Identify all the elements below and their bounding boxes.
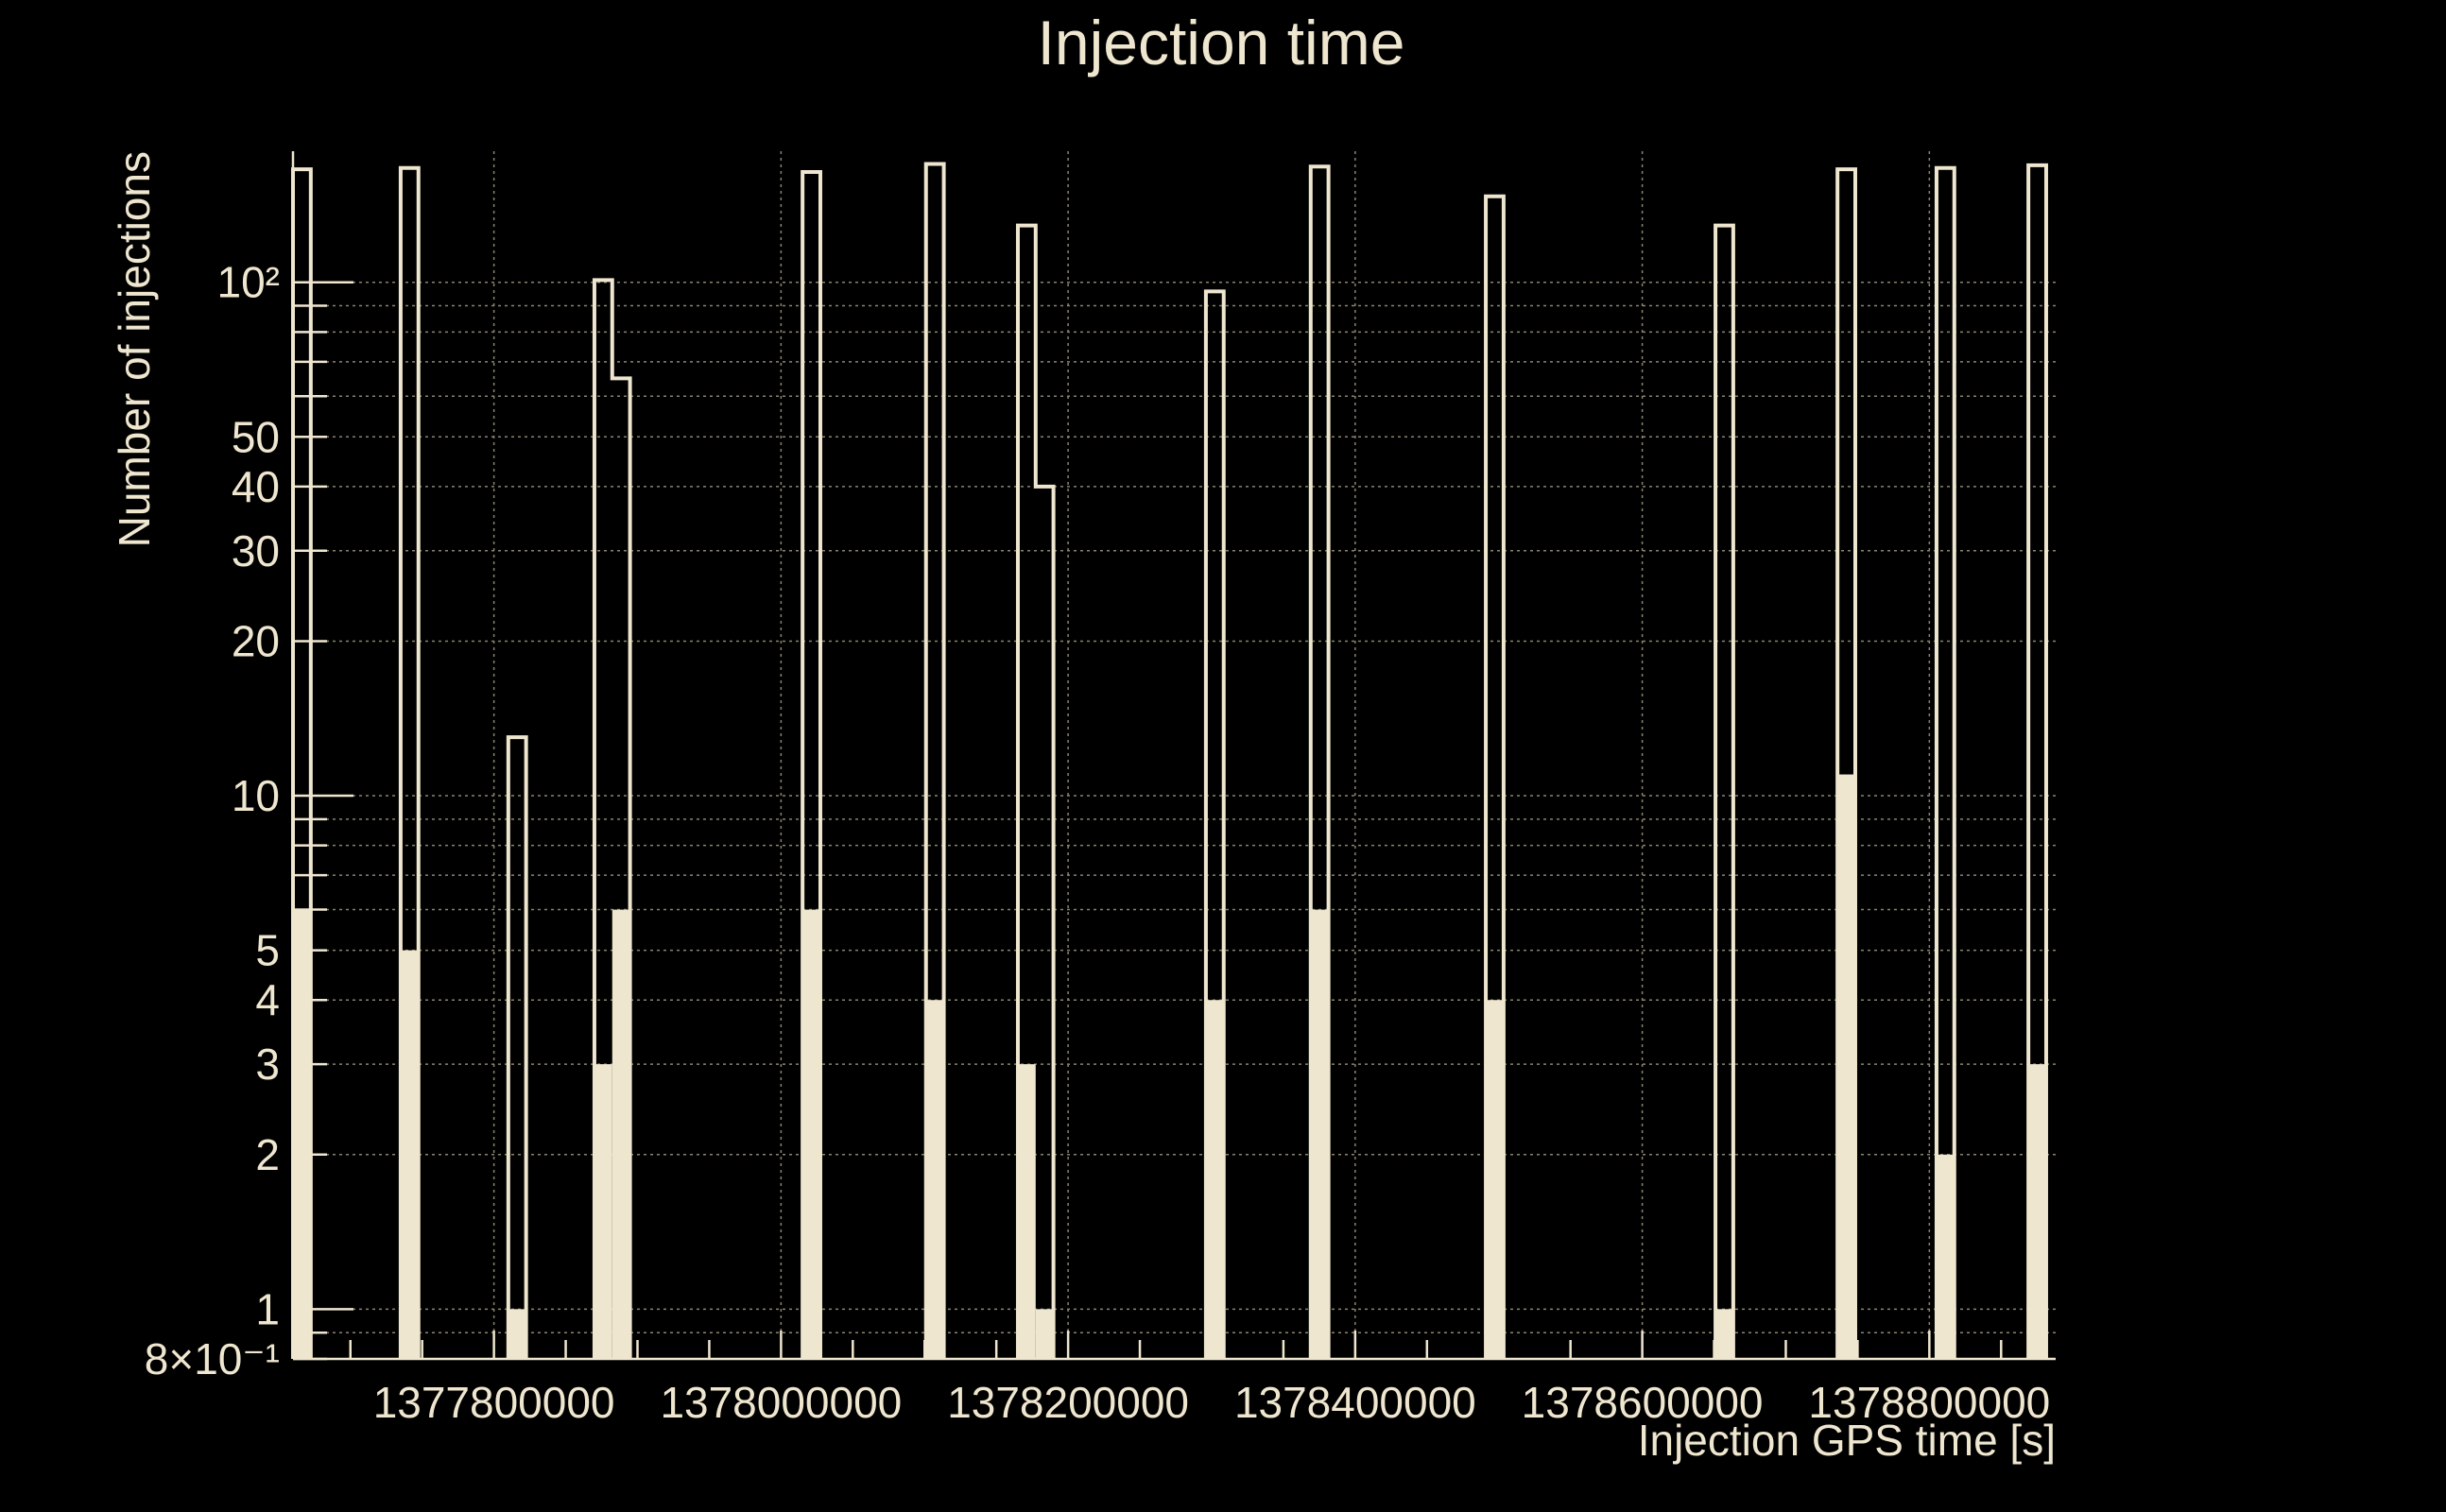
y-tick-label: 10² (217, 258, 280, 307)
y-tick-label: 10 (232, 771, 280, 820)
filled-bar (1035, 1309, 1054, 1359)
filled-bar (400, 950, 419, 1359)
filled-bar (802, 909, 820, 1359)
y-tick-label: 4 (255, 975, 280, 1024)
x-tick-label: 1377800000 (373, 1378, 615, 1427)
filled-bar (925, 1000, 944, 1359)
y-tick-label: 3 (255, 1040, 280, 1089)
outline-bar (1934, 165, 1956, 1359)
outline-bar (1308, 164, 1331, 1359)
filled-bar (1205, 1000, 1224, 1359)
x-tick-label: 1378600000 (1522, 1378, 1764, 1427)
y-tick-label: 2 (255, 1130, 280, 1179)
x-tick-label: 1378000000 (660, 1378, 902, 1427)
y-tick-label: 1 (255, 1284, 280, 1333)
filled-bar (1715, 1309, 1733, 1359)
outline-bar (801, 169, 822, 1359)
filled-bar (1310, 909, 1329, 1359)
y-axis-label: Number of injections (110, 151, 159, 547)
outline-bar (1714, 223, 1735, 1359)
y-tick-label: 50 (232, 412, 280, 461)
filled-bar (1017, 1064, 1036, 1359)
filled-bar (293, 909, 311, 1359)
y-tick-label: 20 (232, 616, 280, 665)
outline-bar (1015, 223, 1056, 1359)
filled-bar (1837, 774, 1855, 1359)
y-tick-label: 40 (232, 462, 280, 511)
x-axis-label: Injection GPS time [s] (1638, 1416, 2056, 1465)
outline-bar (1835, 167, 1857, 1359)
filled-bar (612, 909, 630, 1359)
filled-bar (1486, 1000, 1504, 1359)
filled-bar (1936, 1154, 1955, 1359)
outline-bar (1484, 194, 1506, 1359)
x-tick-label: 1378200000 (947, 1378, 1189, 1427)
outline-bar (923, 162, 946, 1359)
outline-bar (2026, 163, 2048, 1359)
y-tick-label: 8×10⁻¹ (145, 1334, 280, 1383)
y-tick-label: 30 (232, 526, 280, 576)
grid-lines (293, 151, 2056, 1360)
outline-bar (592, 278, 632, 1359)
outline-bar (506, 735, 528, 1359)
filled-bar (2028, 1064, 2046, 1359)
outline-bar (1203, 289, 1226, 1359)
chart-title: Injection time (1038, 8, 1405, 77)
outline-bar (398, 165, 421, 1359)
x-tick-label: 1378800000 (1808, 1378, 2050, 1427)
filled-bar (594, 1064, 612, 1359)
y-tick-label: 5 (255, 926, 280, 975)
outline-series (291, 162, 2048, 1359)
x-tick-label: 1378400000 (1234, 1378, 1476, 1427)
filled-series (293, 774, 2046, 1359)
filled-bar (508, 1309, 526, 1359)
